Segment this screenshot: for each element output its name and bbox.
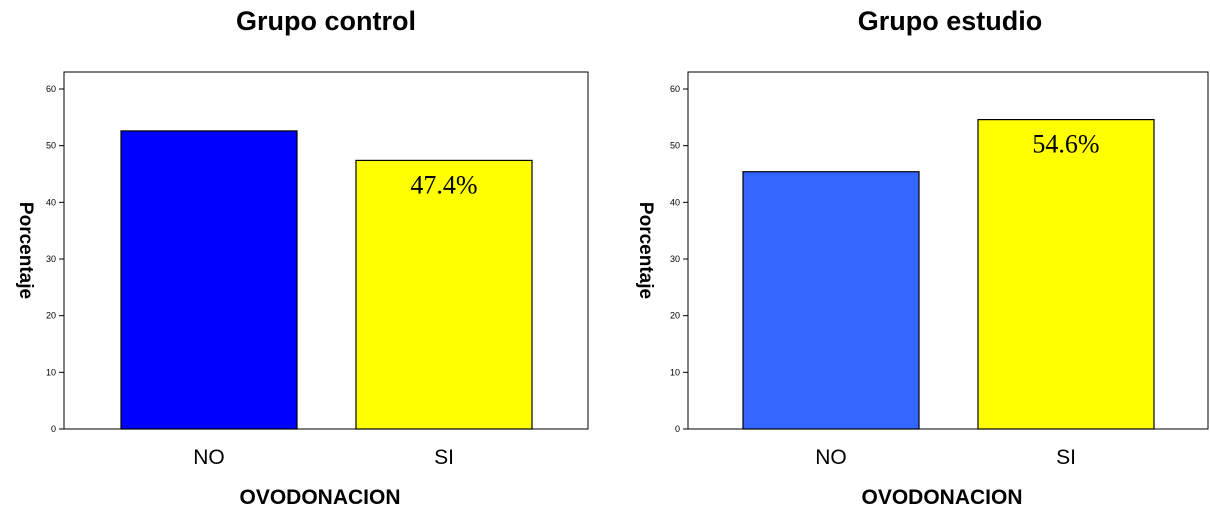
x-axis-label: OVODONACION xyxy=(239,486,400,509)
y-tick-label: 60 xyxy=(670,84,680,94)
plot-frame xyxy=(687,71,1209,430)
data-label: 54.6% xyxy=(1032,130,1099,159)
y-tick-label: 30 xyxy=(46,254,56,264)
x-category-label: SI xyxy=(434,446,454,469)
data-label: 47.4% xyxy=(410,170,477,199)
bar-si xyxy=(355,159,533,430)
y-tick-label: 10 xyxy=(670,367,680,377)
chart-title: Grupo control xyxy=(236,6,416,36)
y-tick-label: 40 xyxy=(670,197,680,207)
y-tick-label: 0 xyxy=(51,424,56,434)
y-tick-label: 20 xyxy=(46,311,56,321)
y-tick-label: 40 xyxy=(46,197,56,207)
x-axis-label: OVODONACION xyxy=(861,486,1022,509)
chart-title: Grupo estudio xyxy=(858,6,1043,36)
bar-si xyxy=(977,118,1155,430)
x-category-label: NO xyxy=(193,446,225,469)
bar-no xyxy=(120,130,298,430)
chart-1: Grupo control 0 10 20 30 40 50 60 NO SI 47.4% OVODO… xyxy=(15,6,589,509)
bar-no xyxy=(742,171,920,430)
x-category-label: SI xyxy=(1056,446,1076,469)
chart-2: Grupo estudio 0 10 20 30 40 50 60 NO SI 54.6% OVODO… xyxy=(635,6,1209,509)
y-axis-label: Porcentaje xyxy=(635,202,656,299)
y-tick-label: 20 xyxy=(670,311,680,321)
y-axis-label: Porcentaje xyxy=(15,202,36,299)
y-tick-label: 30 xyxy=(670,254,680,264)
y-tick-label: 0 xyxy=(675,424,680,434)
y-tick-label: 50 xyxy=(46,141,56,151)
x-category-label: NO xyxy=(815,446,847,469)
y-tick-label: 10 xyxy=(46,367,56,377)
y-tick-label: 50 xyxy=(670,141,680,151)
plot-frame xyxy=(63,71,589,430)
y-tick-label: 60 xyxy=(46,84,56,94)
